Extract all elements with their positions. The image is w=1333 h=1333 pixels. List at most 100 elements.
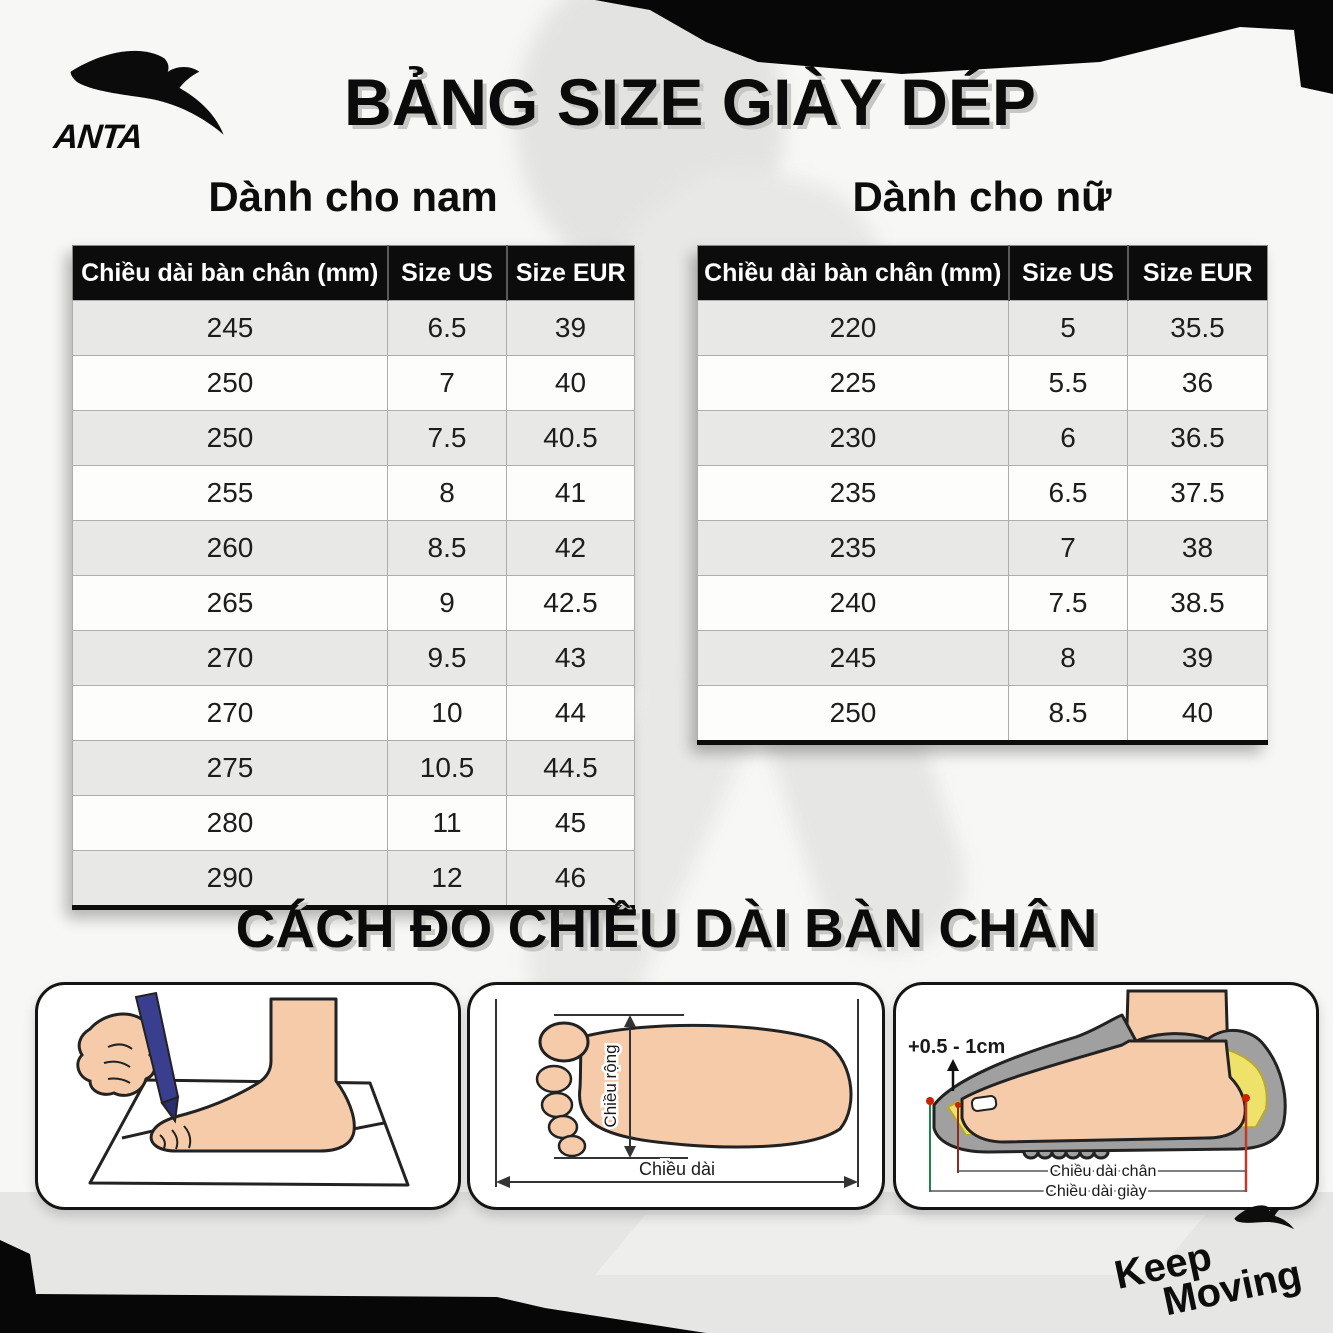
table-cell: 38 (1127, 520, 1268, 576)
foot-tracing-illustration (76, 991, 410, 1187)
table-cell: 250 (697, 685, 1009, 743)
foot-length-line-label: Chiều dài chân (1050, 1163, 1157, 1180)
table-row: 230 6 36.5 (697, 410, 1268, 466)
column-header-size-eur: Size EUR (1126, 245, 1268, 301)
table-cell: 8.5 (387, 520, 507, 576)
table-cell: 275 (72, 740, 388, 796)
table-row: 250 8.5 40 (697, 685, 1268, 743)
table-row: 245 8 39 (697, 630, 1268, 686)
men-table-body: 245 6.5 39 250 7 40 250 7.5 40.5 255 8 41 260 8.5 42 26… (72, 300, 635, 908)
table-cell: 270 (72, 685, 388, 741)
table-cell: 6.5 (1008, 465, 1128, 521)
table-cell: 37.5 (1127, 465, 1268, 521)
table-cell: 235 (697, 465, 1009, 521)
table-row: 250 7.5 40.5 (72, 410, 635, 466)
table-row: 270 10 44 (72, 685, 635, 741)
table-cell: 10.5 (387, 740, 507, 796)
page-title: BẢNG SIZE GIÀY DÉP (344, 65, 1036, 139)
table-cell: 40.5 (506, 410, 635, 466)
table-cell: 45 (506, 795, 635, 851)
women-size-section: Dành cho nữ Chiều dài bàn chân (mm) Size… (697, 171, 1268, 745)
table-header-row: Chiều dài bàn chân (mm) Size US Size EUR (72, 245, 635, 301)
anta-logo: ANTA (50, 42, 250, 157)
column-header-size-us: Size US (1007, 245, 1128, 301)
column-header-foot-length: Chiều dài bàn chân (mm) (72, 245, 388, 301)
measure-step-trace-panel (35, 982, 461, 1210)
table-cell: 250 (72, 355, 388, 411)
table-cell: 290 (72, 850, 388, 908)
table-cell: 46 (506, 850, 635, 908)
women-table-body: 220 5 35.5 225 5.5 36 230 6 36.5 235 6.5 37.5 235 7 38… (697, 300, 1268, 743)
table-cell: 270 (72, 630, 388, 686)
table-row: 235 6.5 37.5 (697, 465, 1268, 521)
table-row: 270 9.5 43 (72, 630, 635, 686)
table-row: 275 10.5 44.5 (72, 740, 635, 796)
table-cell: 12 (387, 850, 507, 908)
table-cell: 7 (387, 355, 507, 411)
fit-allowance-label: +0.5 - 1cm (908, 1036, 1005, 1058)
table-cell: 230 (697, 410, 1009, 466)
foot-width-label: Chiều rộng (601, 1044, 620, 1127)
table-row: 250 7 40 (72, 355, 635, 411)
table-row: 240 7.5 38.5 (697, 575, 1268, 631)
shoe-fit-illustration: +0.5 - 1cm Chiều dài chân Chiều dài giày (908, 989, 1287, 1203)
table-row: 290 12 46 (72, 850, 635, 908)
keep-moving-logo: Keep Moving (1111, 1205, 1305, 1329)
table-cell: 280 (72, 795, 388, 851)
table-cell: 10 (387, 685, 507, 741)
table-cell: 36.5 (1127, 410, 1268, 466)
table-cell: 7.5 (1008, 575, 1128, 631)
table-row: 245 6.5 39 (72, 300, 635, 356)
women-table-heading: Dành cho nữ (852, 173, 1112, 220)
table-row: 225 5.5 36 (697, 355, 1268, 411)
measure-dimensions-panel: Chiều rộng Chiều dài (467, 982, 885, 1210)
table-cell: 250 (72, 410, 388, 466)
table-cell: 235 (697, 520, 1009, 576)
men-size-section: Dành cho nam Chiều dài bàn chân (mm) Siz… (72, 171, 635, 910)
shoe-fit-panel: +0.5 - 1cm Chiều dài chân Chiều dài giày (893, 982, 1319, 1210)
column-header-size-eur: Size EUR (505, 245, 635, 301)
table-cell: 6 (1008, 410, 1128, 466)
table-cell: 240 (697, 575, 1009, 631)
column-header-foot-length: Chiều dài bàn chân (mm) (697, 245, 1009, 301)
anta-swoosh-icon (1234, 1205, 1295, 1230)
table-cell: 44.5 (506, 740, 635, 796)
table-cell: 40 (506, 355, 635, 411)
table-cell: 255 (72, 465, 388, 521)
table-cell: 44 (506, 685, 635, 741)
table-cell: 43 (506, 630, 635, 686)
table-cell: 36 (1127, 355, 1268, 411)
table-cell: 42.5 (506, 575, 635, 631)
table-cell: 9 (387, 575, 507, 631)
shoe-length-line-label: Chiều dài giày (1045, 1183, 1146, 1200)
table-cell: 265 (72, 575, 388, 631)
table-row: 280 11 45 (72, 795, 635, 851)
table-cell: 9.5 (387, 630, 507, 686)
table-cell: 35.5 (1127, 300, 1268, 356)
table-cell: 8 (387, 465, 507, 521)
table-row: 265 9 42.5 (72, 575, 635, 631)
table-cell: 7 (1008, 520, 1128, 576)
men-table-heading: Dành cho nam (208, 173, 498, 220)
table-cell: 5.5 (1008, 355, 1128, 411)
table-cell: 8 (1008, 630, 1128, 686)
table-row: 220 5 35.5 (697, 300, 1268, 356)
table-cell: 8.5 (1008, 685, 1128, 743)
table-cell: 40 (1127, 685, 1268, 743)
table-cell: 245 (697, 630, 1009, 686)
table-cell: 225 (697, 355, 1009, 411)
table-row: 260 8.5 42 (72, 520, 635, 576)
table-cell: 5 (1008, 300, 1128, 356)
table-row: 255 8 41 (72, 465, 635, 521)
men-size-table: Chiều dài bàn chân (mm) Size US Size EUR… (72, 245, 635, 910)
table-cell: 7.5 (387, 410, 507, 466)
table-cell: 6.5 (387, 300, 507, 356)
women-size-table: Chiều dài bàn chân (mm) Size US Size EUR… (697, 245, 1268, 745)
table-cell: 38.5 (1127, 575, 1268, 631)
table-cell: 42 (506, 520, 635, 576)
anta-swoosh-icon (70, 50, 224, 135)
table-cell: 11 (387, 795, 507, 851)
table-row: 235 7 38 (697, 520, 1268, 576)
table-cell: 39 (1127, 630, 1268, 686)
